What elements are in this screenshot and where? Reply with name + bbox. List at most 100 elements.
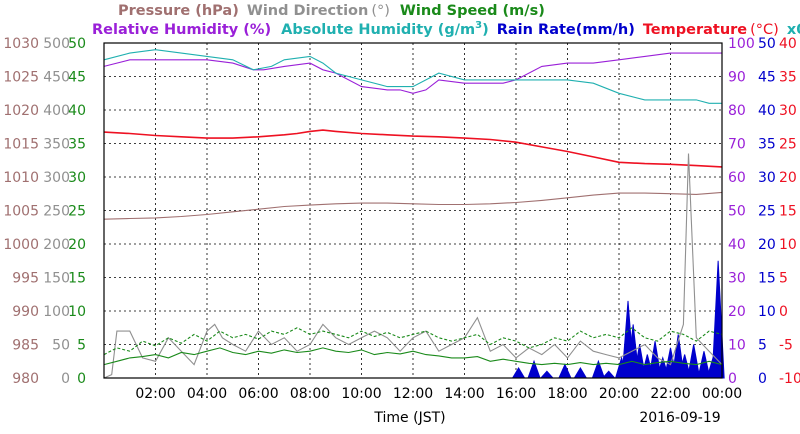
header-text: Relative Humidity (%) Absolute Humidity (… (92, 20, 800, 38)
temperature-tick-label: 5 (779, 271, 788, 287)
legend-entry: Wind Direction (247, 3, 369, 19)
rain_rate-tick-label: 50 (758, 36, 776, 52)
x-tick-label: 14:00 (444, 386, 484, 402)
legend-entry: ) (482, 22, 489, 38)
x-tick-label: 10:00 (341, 386, 381, 402)
rain_rate-tick-label: 20 (758, 237, 776, 253)
temperature-tick-label: 20 (779, 170, 797, 186)
x-tick-label: 06:00 (238, 386, 278, 402)
legend-entry: (°C) (750, 22, 779, 38)
humidity-tick-label: 0 (728, 371, 737, 387)
humidity-tick-label: 60 (728, 170, 746, 186)
rain_rate-tick-label: 15 (758, 271, 776, 287)
legend-entry: x0.2 (787, 22, 800, 38)
temperature-tick-label: -5 (779, 338, 793, 354)
pressure-tick-label: 1005 (3, 204, 39, 220)
humidity-tick-label: 50 (728, 204, 746, 220)
rain_rate-tick-label: 5 (758, 338, 767, 354)
humidity-tick-label: 70 (728, 137, 746, 153)
header-text: Pressure (hPa) Wind Direction (°) Wind Spee… (118, 3, 545, 19)
pressure-tick-label: 985 (12, 338, 39, 354)
wind_speed-tick-label: 45 (68, 70, 86, 86)
wind_speed-tick-label: 15 (68, 271, 86, 287)
legend-entry: Rain Rate(mm/h) (497, 22, 635, 38)
x-tick-label: 18:00 (547, 386, 587, 402)
wind_direction-tick-label: 150 (43, 271, 70, 287)
x-tick-label: 16:00 (496, 386, 536, 402)
pressure-tick-label: 1020 (3, 103, 39, 119)
pressure-tick-label: 1025 (3, 70, 39, 86)
rain-rate-spike (539, 370, 555, 379)
x-tick-label: 04:00 (187, 386, 227, 402)
wind_direction-tick-label: 250 (43, 204, 70, 220)
temperature-tick-label: 40 (779, 36, 797, 52)
absolute-humidity-x0-2-line (103, 49, 722, 104)
pressure-line (103, 191, 723, 220)
wind_direction-tick-label: 300 (43, 170, 70, 186)
wind_speed-tick-label: 40 (68, 103, 86, 119)
x-tick-label: 20:00 (599, 386, 639, 402)
y-axes: 9809859909951000100510101015102010251030… (3, 36, 800, 387)
plot-area (103, 49, 725, 379)
header-row-2: Relative Humidity (%) Absolute Humidity (… (92, 20, 800, 38)
wind_direction-tick-label: 400 (43, 103, 70, 119)
temperature-tick-label: 10 (779, 237, 797, 253)
wind_speed-tick-label: 0 (77, 371, 86, 387)
wind_direction-tick-label: 0 (61, 371, 70, 387)
humidity-tick-label: 100 (728, 36, 755, 52)
legend-entry: Wind Speed (m/s) (400, 3, 545, 19)
pressure-tick-label: 990 (12, 304, 39, 320)
rain_rate-tick-label: 45 (758, 70, 776, 86)
wind_speed-tick-label: 5 (77, 338, 86, 354)
wind_direction-tick-label: 350 (43, 137, 70, 153)
legend-entry: 3 (475, 20, 482, 31)
rain-rate-spike (687, 344, 701, 379)
temperature-tick-label: 0 (779, 304, 788, 320)
x-tick-label: 00:00 (702, 386, 742, 402)
grid-lines (104, 43, 722, 378)
date-label: 2016-09-19 (639, 410, 720, 426)
pressure-tick-label: 1000 (3, 237, 39, 253)
rain_rate-tick-label: 25 (758, 204, 776, 220)
wind-speed-max-line (103, 327, 723, 356)
pressure-tick-label: 980 (12, 371, 39, 387)
x-tick-label: 08:00 (290, 386, 330, 402)
humidity-tick-label: 80 (728, 103, 746, 119)
rain-rate-spike (511, 366, 526, 379)
temperature-tick-label: 15 (779, 204, 797, 220)
rain-rate-spike (558, 363, 572, 379)
x-tick-label: 22:00 (650, 386, 690, 402)
humidity-tick-label: 40 (728, 237, 746, 253)
pressure-tick-label: 995 (12, 271, 39, 287)
rain_rate-tick-label: 35 (758, 137, 776, 153)
x-axis-ticks: 02:00 04:00 06:00 08:00 10:00 12:00 14:00 16:00… (135, 386, 742, 402)
wind_direction-tick-label: 450 (43, 70, 70, 86)
rain_rate-tick-label: 30 (758, 170, 776, 186)
wind_speed-tick-label: 35 (68, 137, 86, 153)
wind_speed-tick-label: 50 (68, 36, 86, 52)
legend-entry: (°) (371, 3, 390, 19)
wind_direction-tick-label: 100 (43, 304, 70, 320)
relative-humidity-line (103, 52, 722, 94)
temperature-tick-label: 25 (779, 137, 797, 153)
x-tick-label: 12:00 (393, 386, 433, 402)
temperature-tick-label: 35 (779, 70, 797, 86)
wind_direction-tick-label: 200 (43, 237, 70, 253)
header-row-1: Pressure (hPa) Wind Direction (°) Wind Spee… (118, 3, 545, 19)
wind_speed-tick-label: 20 (68, 237, 86, 253)
legend-entry: Absolute Humidity (g/m (281, 22, 475, 38)
rain-rate-spike (573, 366, 588, 379)
wind_direction-tick-label: 50 (52, 338, 70, 354)
pressure-tick-label: 1030 (3, 36, 39, 52)
humidity-tick-label: 20 (728, 304, 746, 320)
pressure-tick-label: 1010 (3, 170, 39, 186)
legend-entry: Relative Humidity (%) (92, 22, 271, 38)
temperature-tick-label: 30 (779, 103, 797, 119)
legend-entry: Temperature (643, 22, 747, 38)
plot-frame (103, 42, 723, 379)
rain_rate-tick-label: 0 (758, 371, 767, 387)
wind_speed-tick-label: 30 (68, 170, 86, 186)
wind-speed-line (103, 347, 723, 366)
rain-rate-spike (601, 370, 616, 379)
